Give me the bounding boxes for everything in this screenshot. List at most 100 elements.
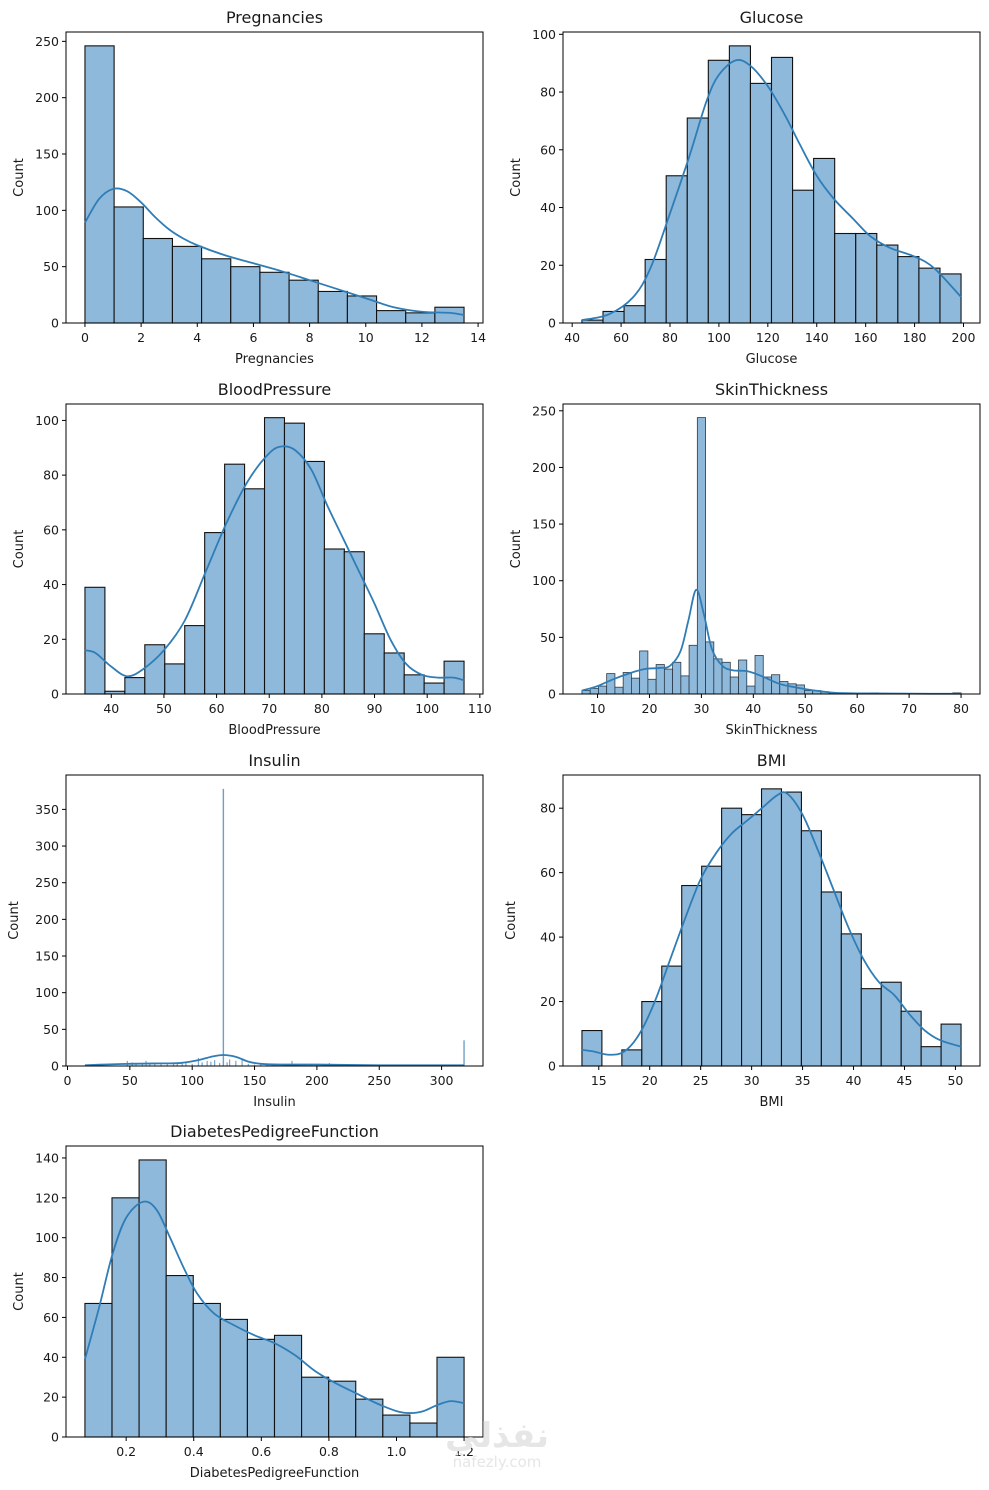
histogram-bar — [598, 685, 608, 695]
x-tick-label: 140 — [805, 330, 829, 345]
chart-title: Glucose — [740, 8, 804, 27]
x-tick-label: 25 — [693, 1073, 709, 1088]
histogram-bar — [423, 682, 445, 695]
y-tick-label: 40 — [43, 577, 59, 592]
histogram-bar — [665, 175, 688, 324]
x-tick-label: 30 — [693, 701, 709, 716]
y-tick-label: 40 — [540, 930, 556, 945]
x-tick-label: 0.8 — [319, 1444, 339, 1459]
x-tick-label: 110 — [468, 701, 492, 716]
histogram-bar — [244, 488, 266, 695]
histogram-bar — [749, 82, 773, 324]
histogram-bar — [606, 673, 616, 695]
chart-pregnancies: 0 2 4 6 8 10 12 14 0 50 100 150 200 250 Pregnancies Pre… — [12, 8, 486, 367]
chart-title: BloodPressure — [218, 380, 331, 399]
chart-title: Insulin — [248, 751, 300, 770]
x-tick-label: 120 — [756, 330, 780, 345]
histogram-bar — [84, 586, 106, 695]
kde-curve — [84, 445, 465, 682]
histogram-bar — [328, 1380, 357, 1438]
chart-title: BMI — [757, 751, 787, 770]
histogram-bar — [680, 675, 690, 695]
histogram-bar — [644, 258, 667, 324]
x-tick-label: 0.6 — [251, 1444, 271, 1459]
histogram-bar — [291, 1060, 293, 1066]
axes-frame — [562, 403, 981, 695]
x-tick-label: 4 — [193, 330, 201, 345]
y-tick-label: 0 — [51, 687, 59, 702]
x-tick-label: 50 — [156, 701, 172, 716]
axes-frame — [65, 1145, 484, 1438]
histogram-bar — [661, 965, 683, 1067]
y-tick-label: 100 — [35, 413, 59, 428]
histogram-bar — [266, 1064, 268, 1066]
x-tick-label: 100 — [707, 330, 731, 345]
x-tick-label: 0 — [64, 1073, 72, 1088]
histogram-bar — [621, 1049, 643, 1067]
histogram-bar — [840, 933, 862, 1067]
x-tick-label: 1.2 — [454, 1444, 474, 1459]
kde-curve — [581, 59, 962, 321]
y-tick-label: 50 — [43, 1022, 59, 1037]
x-tick-label: 80 — [314, 701, 330, 716]
y-tick-label: 100 — [35, 985, 59, 1000]
histogram-bar — [614, 686, 624, 695]
histogram-bar — [729, 676, 739, 695]
x-tick-label: 60 — [849, 701, 865, 716]
histogram-bar — [581, 1030, 603, 1067]
y-tick-label: 150 — [35, 147, 59, 162]
x-axis-label: SkinThickness — [726, 723, 818, 738]
y-tick-label: 80 — [540, 801, 556, 816]
x-tick-label: 200 — [305, 1073, 329, 1088]
y-tick-label: 150 — [532, 517, 556, 532]
chart-bmi: 15 20 25 30 35 40 45 50 0 20 40 60 80 BMI BMI Count — [504, 751, 981, 1110]
histogram-bar — [229, 1059, 231, 1066]
y-tick-label: 350 — [35, 802, 59, 817]
y-axis-label: Count — [509, 158, 524, 197]
x-tick-label: 180 — [903, 330, 927, 345]
histogram-bar — [897, 256, 920, 324]
histogram-bar — [84, 45, 115, 324]
x-tick-label: 10 — [590, 701, 606, 716]
histogram-bar — [301, 1376, 330, 1438]
x-tick-label: 60 — [209, 701, 225, 716]
x-tick-label: 2 — [137, 330, 145, 345]
histogram-bar — [707, 59, 730, 324]
x-axis-label: DiabetesPedigreeFunction — [190, 1466, 360, 1481]
kde-curve — [84, 1200, 465, 1414]
histogram-bar — [259, 271, 290, 324]
histogram-bar — [141, 1063, 143, 1066]
y-tick-label: 250 — [35, 875, 59, 890]
histogram-bar — [860, 988, 882, 1067]
histogram-bar — [939, 273, 962, 324]
y-tick-label: 120 — [35, 1190, 59, 1205]
histogram-bar — [820, 891, 842, 1067]
x-tick-label: 20 — [642, 1073, 658, 1088]
histogram-bar — [171, 245, 203, 324]
histogram-bar — [124, 677, 146, 695]
x-tick-label: 150 — [243, 1073, 267, 1088]
histogram-bar — [235, 1060, 237, 1066]
chart-glucose: 40 60 80 100 120 140 160 180 200 0 20 40 60 80 100 Gluc… — [509, 8, 981, 367]
x-axis-label: BloodPressure — [228, 723, 320, 738]
histogram-bar — [746, 685, 756, 695]
histogram-bar — [792, 189, 815, 324]
y-tick-label: 80 — [43, 468, 59, 483]
y-tick-label: 0 — [548, 687, 556, 702]
histogram-bar — [602, 310, 625, 324]
y-tick-label: 20 — [540, 258, 556, 273]
y-tick-label: 60 — [540, 142, 556, 157]
x-tick-label: 30 — [744, 1073, 760, 1088]
y-tick-label: 20 — [43, 1390, 59, 1405]
y-tick-label: 250 — [35, 34, 59, 49]
histogram-bar — [589, 687, 599, 695]
y-axis-label: Count — [509, 530, 524, 569]
histogram-bar — [363, 633, 385, 695]
x-tick-label: 90 — [367, 701, 383, 716]
histogram-bar — [323, 548, 345, 695]
y-tick-label: 300 — [35, 839, 59, 854]
x-tick-label: 50 — [947, 1073, 963, 1088]
x-tick-label: 35 — [795, 1073, 811, 1088]
y-tick-label: 0 — [51, 1059, 59, 1074]
